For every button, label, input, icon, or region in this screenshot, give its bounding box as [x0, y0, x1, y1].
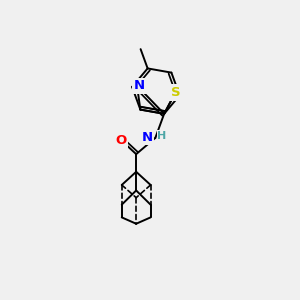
Text: H: H	[157, 131, 167, 141]
Text: N: N	[134, 79, 145, 92]
Text: S: S	[171, 86, 180, 99]
Text: O: O	[116, 134, 127, 147]
Text: N: N	[142, 131, 153, 144]
